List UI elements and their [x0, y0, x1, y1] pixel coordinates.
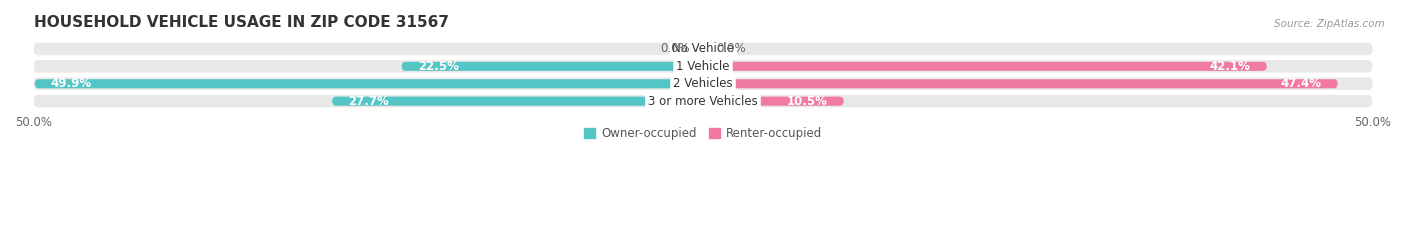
FancyBboxPatch shape [34, 78, 1372, 90]
Text: 0.0%: 0.0% [717, 42, 747, 55]
Text: 1 Vehicle: 1 Vehicle [676, 60, 730, 73]
Text: 3 or more Vehicles: 3 or more Vehicles [648, 95, 758, 108]
Text: 22.5%: 22.5% [418, 60, 458, 73]
FancyBboxPatch shape [402, 62, 703, 71]
FancyBboxPatch shape [703, 97, 844, 106]
Text: No Vehicle: No Vehicle [672, 42, 734, 55]
Text: 27.7%: 27.7% [349, 95, 389, 108]
FancyBboxPatch shape [703, 79, 1337, 88]
FancyBboxPatch shape [35, 79, 703, 88]
Text: 0.0%: 0.0% [659, 42, 689, 55]
Text: 2 Vehicles: 2 Vehicles [673, 77, 733, 90]
Text: 42.1%: 42.1% [1209, 60, 1251, 73]
FancyBboxPatch shape [332, 97, 703, 106]
FancyBboxPatch shape [34, 95, 1372, 107]
FancyBboxPatch shape [34, 43, 1372, 55]
Text: 49.9%: 49.9% [51, 77, 91, 90]
Text: HOUSEHOLD VEHICLE USAGE IN ZIP CODE 31567: HOUSEHOLD VEHICLE USAGE IN ZIP CODE 3156… [34, 15, 449, 30]
Text: Source: ZipAtlas.com: Source: ZipAtlas.com [1274, 19, 1385, 29]
Text: 47.4%: 47.4% [1281, 77, 1322, 90]
Legend: Owner-occupied, Renter-occupied: Owner-occupied, Renter-occupied [579, 122, 827, 144]
FancyBboxPatch shape [703, 62, 1267, 71]
Text: 10.5%: 10.5% [786, 95, 828, 108]
FancyBboxPatch shape [34, 60, 1372, 73]
